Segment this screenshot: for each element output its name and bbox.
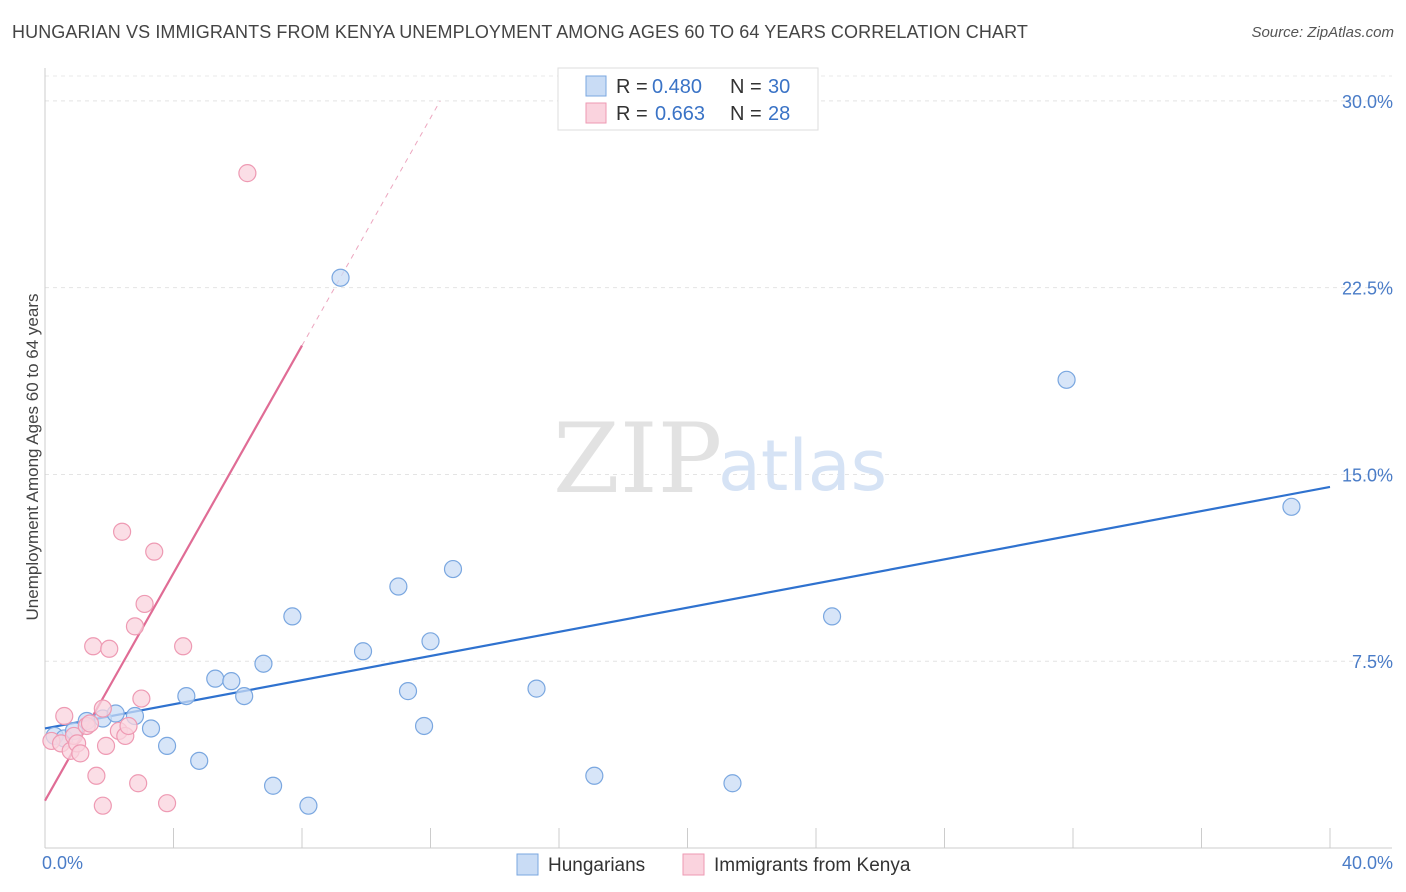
point-kenya bbox=[100, 639, 119, 658]
legend-n-value-1: 30 bbox=[768, 76, 790, 98]
chart-title: HUNGARIAN VS IMMIGRANTS FROM KENYA UNEMP… bbox=[12, 22, 1028, 42]
point-hungarians bbox=[585, 766, 604, 785]
series-legend-swatch-kenya bbox=[682, 853, 705, 876]
y-tick-label: 7.5% bbox=[1352, 652, 1393, 672]
watermark: ZIP atlas bbox=[553, 403, 887, 515]
y-tick-label: 30.0% bbox=[1342, 92, 1393, 112]
point-hungarians bbox=[157, 736, 177, 755]
series-legend: Hungarians Immigrants from Kenya bbox=[516, 853, 911, 876]
point-kenya bbox=[87, 766, 106, 785]
point-hungarians bbox=[299, 796, 318, 815]
series-legend-swatch-hungarians bbox=[516, 853, 539, 876]
point-hungarians bbox=[141, 719, 161, 738]
point-hungarians bbox=[414, 716, 434, 736]
legend-swatch-kenya bbox=[585, 102, 607, 124]
legend-n-value-2: 28 bbox=[768, 103, 790, 125]
x-tick-labels: 0.0% 40.0% bbox=[42, 853, 1393, 873]
point-hungarians bbox=[353, 642, 373, 661]
point-kenya bbox=[135, 594, 154, 614]
watermark-atlas: atlas bbox=[718, 425, 887, 507]
point-kenya bbox=[129, 774, 148, 793]
data-points bbox=[42, 164, 1301, 815]
point-kenya bbox=[132, 689, 151, 708]
y-tick-label: 22.5% bbox=[1342, 279, 1393, 299]
legend-r-label-1: R = bbox=[616, 76, 648, 98]
axes bbox=[44, 68, 1392, 849]
point-kenya bbox=[157, 794, 177, 813]
x-tick-label-min: 0.0% bbox=[42, 853, 83, 873]
point-hungarians bbox=[177, 686, 196, 706]
point-hungarians bbox=[723, 774, 742, 793]
series-legend-label-hungarians: Hungarians bbox=[548, 855, 645, 876]
legend-r-value-1: 0.480 bbox=[652, 76, 702, 98]
point-hungarians bbox=[331, 268, 350, 287]
point-hungarians bbox=[421, 632, 440, 651]
point-hungarians bbox=[398, 682, 418, 701]
point-hungarians bbox=[1057, 370, 1076, 389]
point-hungarians bbox=[527, 679, 546, 698]
trend-line-extension-kenya bbox=[301, 100, 441, 346]
point-hungarians bbox=[822, 607, 842, 626]
y-tick-label: 15.0% bbox=[1342, 465, 1393, 485]
point-kenya bbox=[112, 522, 132, 541]
legend-n-label-2: N = bbox=[730, 103, 762, 125]
legend-swatch-hungarians bbox=[585, 75, 607, 97]
y-axis-label: Unemployment Among Ages 60 to 64 years bbox=[23, 294, 42, 621]
legend-n-label-1: N = bbox=[730, 76, 762, 98]
point-hungarians bbox=[190, 751, 209, 770]
point-hungarians bbox=[206, 669, 225, 688]
trend-line-hungarians bbox=[44, 485, 1331, 730]
source-credit: Source: ZipAtlas.com bbox=[1251, 24, 1394, 41]
stats-legend: R = 0.480 N = 30 R = 0.663 N = 28 bbox=[557, 67, 819, 131]
point-kenya bbox=[55, 706, 74, 726]
point-hungarians bbox=[1282, 497, 1301, 516]
point-kenya bbox=[93, 796, 112, 815]
point-hungarians bbox=[222, 672, 241, 691]
point-kenya bbox=[174, 637, 193, 656]
point-kenya bbox=[125, 617, 145, 636]
legend-r-value-2: 0.663 bbox=[655, 103, 705, 125]
point-kenya bbox=[84, 637, 103, 656]
legend-r-label-2: R = bbox=[616, 103, 648, 125]
point-hungarians bbox=[389, 577, 408, 596]
point-hungarians bbox=[235, 686, 254, 706]
point-kenya bbox=[145, 542, 164, 561]
point-kenya bbox=[96, 736, 116, 755]
point-kenya bbox=[80, 714, 100, 733]
point-kenya bbox=[238, 164, 257, 183]
grid-lines bbox=[45, 75, 1392, 662]
point-kenya bbox=[93, 699, 112, 718]
point-hungarians bbox=[254, 654, 273, 673]
point-hungarians bbox=[283, 607, 302, 626]
point-kenya bbox=[119, 716, 138, 736]
watermark-zip: ZIP bbox=[553, 403, 722, 515]
y-tick-labels: 7.5% 15.0% 22.5% 30.0% bbox=[1342, 92, 1393, 672]
point-hungarians bbox=[443, 559, 463, 579]
point-hungarians bbox=[263, 776, 283, 795]
series-legend-label-kenya: Immigrants from Kenya bbox=[714, 855, 911, 876]
point-kenya bbox=[71, 744, 90, 763]
x-tick-label-max: 40.0% bbox=[1342, 853, 1393, 873]
